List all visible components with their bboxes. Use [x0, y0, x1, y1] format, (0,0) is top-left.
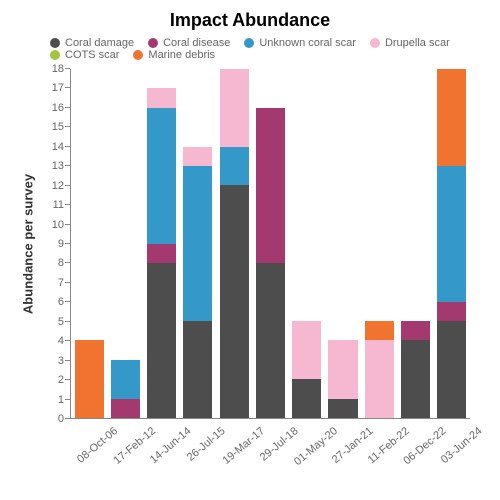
bar-segment: [401, 340, 430, 418]
y-tick-label: 3: [58, 355, 64, 367]
y-tick-label: 2: [58, 374, 64, 386]
y-tick-label: 1: [58, 394, 64, 406]
bar: [399, 69, 431, 418]
bar-segment: [111, 399, 140, 418]
bar-segment: [292, 321, 321, 379]
bar-segment: [365, 340, 394, 418]
bar-segment: [75, 340, 104, 418]
bar-segment: [220, 185, 249, 418]
legend: Coral damage Coral disease Unknown coral s…: [20, 37, 480, 61]
y-tick-label: 14: [52, 141, 64, 153]
bar-segment: [437, 69, 466, 166]
bar: [73, 69, 105, 418]
legend-swatch: [244, 38, 254, 48]
bar-segment: [147, 108, 176, 244]
legend-label: Drupella scar: [385, 37, 450, 49]
bar: [146, 69, 178, 418]
bar-segment: [147, 263, 176, 418]
y-tick-label: 16: [52, 102, 64, 114]
bar: [254, 69, 286, 418]
y-axis: 0123456789101112131415161718: [20, 69, 70, 419]
y-tick-label: 17: [52, 82, 64, 94]
bar-segment: [147, 88, 176, 107]
bar-segment: [401, 321, 430, 340]
legend-item: Coral disease: [148, 37, 230, 49]
bar-segment: [183, 147, 212, 166]
legend-item: COTS scar: [50, 49, 119, 61]
legend-swatch: [133, 50, 143, 60]
bar-segment: [437, 302, 466, 321]
bar: [109, 69, 141, 418]
y-tick-label: 13: [52, 160, 64, 172]
y-tick-label: 7: [58, 277, 64, 289]
y-tick-label: 10: [52, 219, 64, 231]
bar-segment: [437, 166, 466, 302]
plot-area: Abundance per survey 0123456789101112131…: [70, 69, 470, 419]
y-tick-label: 11: [53, 199, 64, 211]
y-tick-label: 8: [58, 257, 64, 269]
legend-swatch: [370, 38, 380, 48]
bar-segment: [365, 321, 394, 340]
bar-segment: [256, 263, 285, 418]
legend-swatch: [50, 50, 60, 60]
bar: [218, 69, 250, 418]
chart-container: Impact Abundance Coral damage Coral disea…: [0, 0, 500, 500]
x-tick-label: 19-Mar-17: [220, 425, 267, 467]
bar-segment: [111, 360, 140, 399]
legend-item: Unknown coral scar: [244, 37, 356, 49]
bar-segment: [328, 340, 357, 398]
bar-segment: [147, 244, 176, 263]
y-tick-label: 9: [58, 238, 64, 250]
legend-item: Drupella scar: [370, 37, 450, 49]
bar-segment: [256, 108, 285, 263]
legend-item: Coral damage: [50, 37, 134, 49]
bar-segment: [183, 321, 212, 418]
legend-item: Marine debris: [133, 49, 215, 61]
y-tick-label: 6: [58, 296, 64, 308]
legend-label: Marine debris: [148, 49, 215, 61]
legend-swatch: [148, 38, 158, 48]
y-tick-label: 12: [52, 180, 64, 192]
y-tick-label: 15: [52, 121, 64, 133]
bar: [327, 69, 359, 418]
bar: [436, 69, 468, 418]
bar-segment: [292, 379, 321, 418]
bar-segment: [220, 147, 249, 186]
y-tick-label: 5: [58, 316, 64, 328]
bar-segment: [220, 69, 249, 147]
legend-label: Unknown coral scar: [259, 37, 356, 49]
y-tick-label: 18: [52, 63, 64, 75]
legend-swatch: [50, 38, 60, 48]
legend-label: Coral damage: [65, 37, 134, 49]
bars-area: [70, 69, 470, 419]
bar: [291, 69, 323, 418]
y-tick-label: 0: [58, 413, 64, 425]
chart-title: Impact Abundance: [20, 10, 480, 31]
bar-segment: [437, 321, 466, 418]
y-tick-label: 4: [58, 335, 64, 347]
legend-label: Coral disease: [163, 37, 230, 49]
bar-segment: [328, 399, 357, 418]
legend-label: COTS scar: [65, 49, 119, 61]
bar-segment: [183, 166, 212, 321]
bar: [363, 69, 395, 418]
bar: [182, 69, 214, 418]
